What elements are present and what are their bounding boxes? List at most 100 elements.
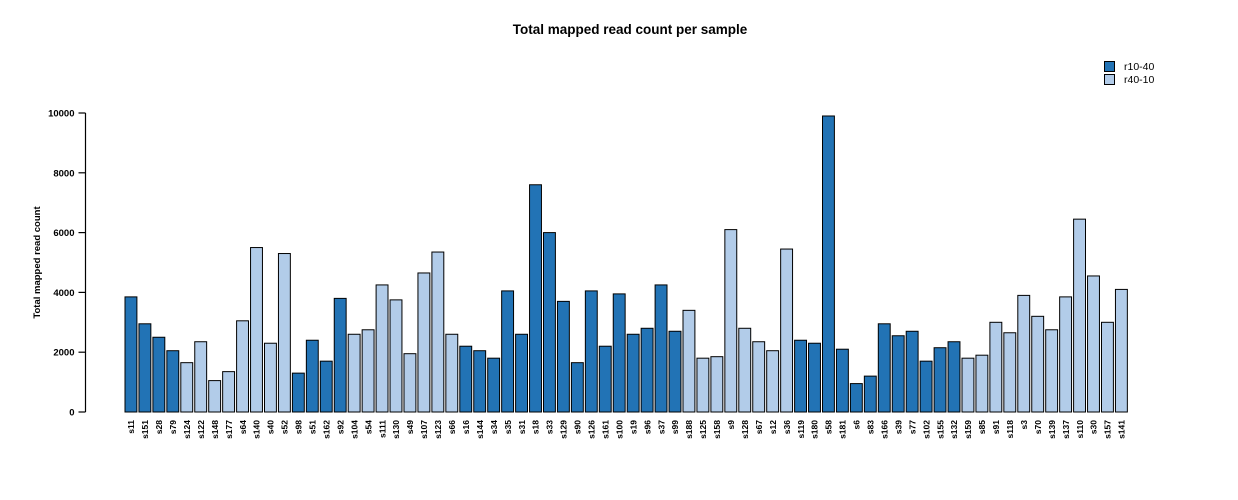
x-tick-label: s188: [684, 420, 694, 439]
legend-swatch: [1104, 61, 1115, 72]
bar: [919, 360, 933, 413]
x-tick-label: s111: [377, 420, 387, 438]
bar: [1114, 288, 1128, 413]
x-tick-label: s30: [1089, 420, 1099, 434]
legend: r10-40 r40-10: [1104, 60, 1154, 86]
bar: [291, 372, 305, 413]
x-tick-label: s126: [587, 420, 597, 439]
bar: [487, 357, 501, 413]
x-tick-label: s181: [838, 420, 848, 439]
x-tick-label: s52: [280, 420, 290, 434]
bar: [822, 115, 835, 413]
bar: [696, 357, 710, 413]
x-tick-label: s159: [963, 420, 973, 439]
bar: [584, 290, 598, 413]
x-tick-label: s36: [782, 420, 792, 434]
bar: [738, 327, 752, 413]
legend-swatch: [1104, 74, 1115, 85]
bar: [682, 309, 696, 413]
bar: [403, 353, 417, 413]
bar: [752, 341, 766, 413]
x-tick-label: s98: [294, 420, 304, 434]
bar: [1031, 315, 1045, 413]
x-tick-label: s90: [573, 420, 583, 434]
x-tick-label: s130: [391, 420, 401, 439]
bar: [961, 357, 975, 413]
bar: [417, 272, 431, 413]
bar: [1073, 218, 1086, 413]
bar: [180, 362, 194, 413]
bar: [975, 354, 989, 413]
x-tick-label: s141: [1117, 420, 1127, 439]
x-tick-label: s124: [182, 420, 192, 439]
bar: [277, 253, 291, 413]
x-tick-label: s180: [810, 420, 820, 439]
x-tick-label: s70: [1033, 420, 1043, 434]
x-tick-label: s162: [321, 420, 331, 439]
bar: [389, 299, 403, 413]
x-tick-label: s19: [628, 420, 638, 434]
bar: [152, 336, 166, 413]
bar: [1017, 294, 1031, 413]
bar: [515, 333, 528, 413]
bar: [808, 342, 821, 413]
x-tick-label: s9: [726, 420, 736, 430]
y-tick-label: 0: [69, 408, 74, 419]
chart-title: Total mapped read count per sample: [512, 22, 748, 37]
bar: [445, 333, 459, 413]
x-tick-label: s102: [921, 420, 931, 439]
legend-label: r10-40: [1124, 60, 1155, 73]
y-tick-label: 4000: [53, 288, 74, 299]
legend-label: r40-10: [1124, 73, 1155, 86]
x-tick-label: s51: [308, 420, 318, 434]
bar: [319, 360, 333, 413]
x-tick-label: s118: [1005, 420, 1015, 439]
x-tick-label: s64: [238, 420, 248, 434]
bar: [138, 323, 152, 413]
x-tick-label: s31: [517, 420, 527, 434]
bar: [794, 339, 807, 413]
x-tick-label: s12: [768, 420, 778, 434]
x-tick-label: s92: [335, 420, 345, 434]
x-tick-label: s16: [461, 420, 471, 434]
x-tick-label: s140: [252, 420, 262, 439]
x-tick-label: s67: [754, 420, 764, 434]
y-tick-label: 10000: [48, 109, 74, 120]
bar: [194, 341, 208, 413]
bar: [849, 383, 863, 413]
y-tick-label: 8000: [53, 168, 74, 179]
bar: [166, 350, 180, 413]
x-tick-label: s96: [642, 420, 652, 434]
bar: [947, 341, 961, 413]
y-axis-title: Total mapped read count: [32, 206, 43, 319]
bar: [1045, 329, 1059, 413]
x-tick-label: s100: [614, 420, 624, 439]
x-tick-label: s128: [740, 420, 750, 439]
x-tick-label: s66: [447, 420, 457, 434]
x-tick-label: s58: [824, 420, 834, 434]
x-tick-label: s161: [600, 420, 610, 439]
legend-row: r10-40: [1104, 60, 1154, 73]
x-tick-label: s166: [879, 420, 889, 439]
bar: [905, 330, 919, 413]
x-tick-label: s144: [475, 420, 485, 439]
x-tick-label: s37: [656, 420, 666, 434]
bar: [473, 350, 487, 413]
x-tick-label: s119: [796, 420, 806, 439]
x-tick-label: s122: [196, 420, 206, 439]
x-tick-label: s157: [1103, 420, 1113, 439]
bar: [1087, 275, 1100, 413]
x-tick-label: s40: [266, 420, 276, 434]
legend-row: r40-10: [1104, 73, 1154, 86]
bar: [1003, 332, 1017, 413]
bar: [654, 284, 668, 413]
bar: [124, 296, 138, 413]
bar: [208, 380, 222, 413]
bar: [640, 327, 654, 413]
x-tick-label: s104: [349, 420, 359, 439]
bar: [236, 320, 250, 413]
x-tick-label: s91: [991, 420, 1001, 434]
bar: [529, 184, 542, 413]
bar: [570, 362, 584, 413]
